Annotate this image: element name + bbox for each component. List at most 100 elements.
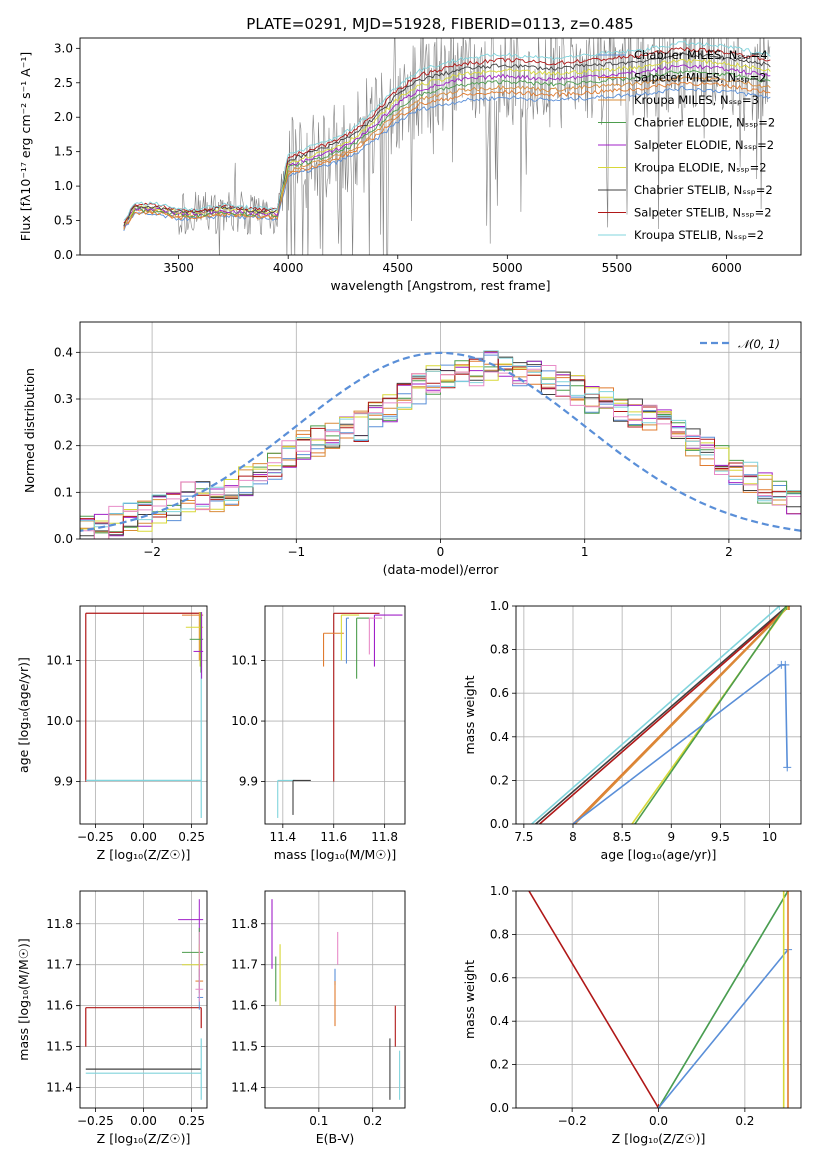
x-axis-label: age [log₁₀(age/yr)]	[601, 847, 717, 862]
data-point-marker	[783, 606, 792, 610]
plot-area	[80, 891, 207, 1108]
axes-frame	[79, 37, 802, 256]
y-tick-label: 11.5	[46, 1040, 73, 1054]
plot-area	[123, 38, 771, 255]
y-tick-label: 11.7	[46, 958, 73, 972]
legend-label: Chabrier ELODIE, Nₛₛₚ=2	[634, 116, 775, 130]
y-axis-label: Normed distribution	[22, 368, 37, 493]
cumulative-weight-line	[535, 606, 788, 824]
plot-area	[516, 891, 801, 1108]
y-tick-label: 0.8	[490, 927, 509, 941]
y-tick-label: 11.8	[46, 917, 73, 931]
y-tick-label: 0.0	[490, 817, 509, 831]
y-tick-label: 11.8	[231, 917, 258, 931]
y-axis-label: mass weight	[462, 675, 477, 754]
x-tick-label: 1	[581, 545, 589, 559]
cumulative-weight-line	[574, 606, 790, 824]
y-tick-label: 11.7	[231, 958, 258, 972]
x-tick-label: 0.25	[178, 830, 205, 844]
legend-label: Salpeter STELIB, Nₛₛₚ=2	[634, 206, 772, 220]
y-tick-label: 0.1	[54, 485, 73, 499]
cumulative-weight-line	[634, 606, 787, 824]
x-tick-label: 2	[725, 545, 733, 559]
model-line	[123, 58, 771, 227]
data-point-marker	[784, 891, 793, 895]
y-tick-label: 10.1	[46, 654, 73, 668]
y-axis-label: mass weight	[462, 960, 477, 1039]
x-tick-label: 5500	[602, 261, 633, 275]
y-tick-label: 0.3	[54, 392, 73, 406]
y-tick-label: 9.9	[54, 775, 73, 789]
x-tick-label: 7.5	[514, 830, 533, 844]
y-tick-label: 0.6	[490, 971, 509, 985]
y-tick-label: 0.4	[490, 1014, 509, 1028]
plot-area	[265, 606, 405, 824]
x-tick-label: 8	[569, 830, 577, 844]
y-tick-label: 9.9	[239, 775, 258, 789]
y-tick-label: 0.8	[490, 643, 509, 657]
mass-vs-metallicity-panel: −0.25 0.00 0.25 11.4 11.5 11.6 11.7 11.8 Z [log₁…	[16, 890, 208, 1146]
x-tick-label: 0	[437, 545, 445, 559]
data-point-marker	[775, 606, 784, 610]
x-tick-label: 0.00	[130, 1114, 157, 1128]
x-tick-label: 0.00	[130, 830, 157, 844]
model-line	[123, 40, 771, 221]
y-tick-label: 11.6	[46, 999, 73, 1013]
cumulative-weight-line	[528, 891, 660, 1108]
data-point-marker	[779, 891, 788, 895]
x-tick-label: 11.4	[269, 830, 296, 844]
axes-frame	[79, 321, 802, 540]
legend-label: Kroupa ELODIE, Nₛₛₚ=2	[634, 161, 767, 175]
data-point-marker	[783, 763, 792, 772]
x-axis-label: E(B-V)	[316, 1131, 355, 1146]
y-tick-label: 10.1	[231, 654, 258, 668]
x-tick-label: 3500	[163, 261, 194, 275]
legend-label: Chabrier MILES, Nₛₛₚ=4	[634, 48, 768, 62]
x-axis-label: mass [log₁₀(M/M☉)]	[274, 847, 396, 862]
cumulative-weight-line	[657, 891, 789, 1108]
x-tick-label: 10	[762, 830, 777, 844]
axes-frame	[79, 605, 208, 825]
x-tick-label: 9	[667, 830, 675, 844]
model-line	[123, 46, 771, 224]
axes-frame	[264, 605, 406, 825]
histogram-step-line	[80, 365, 801, 539]
x-tick-label: 0.1	[309, 1114, 328, 1128]
data-point-marker	[654, 1104, 663, 1108]
y-tick-label: 0.4	[54, 345, 73, 359]
y-tick-label: 0.2	[490, 773, 509, 787]
x-tick-label: 8.5	[613, 830, 632, 844]
gaussian-curve	[80, 351, 801, 532]
data-point-marker	[784, 606, 793, 610]
x-tick-label: −1	[287, 545, 305, 559]
legend-label: Salpeter MILES, Nₛₛₚ=2	[634, 71, 767, 85]
x-tick-label: 11.6	[320, 830, 347, 844]
mass-weight-vs-metallicity-panel: −0.2 0.0 0.2 0.0 0.2 0.4 0.6 0.8 1.0 Z [log₁₀(Z/Z…	[462, 884, 802, 1146]
axes-frame	[515, 890, 802, 1109]
x-tick-label: −2	[143, 545, 161, 559]
x-axis-label: wavelength [Angstrom, rest frame]	[330, 278, 550, 293]
y-tick-label: 0.2	[490, 1058, 509, 1072]
legend-label: Kroupa MILES, Nₛₛₚ=3	[634, 93, 759, 107]
y-tick-label: 3.0	[54, 41, 73, 55]
y-tick-label: 10.0	[46, 714, 73, 728]
y-tick-label: 0.0	[54, 532, 73, 546]
plot-area	[265, 891, 405, 1108]
plot-area	[80, 322, 801, 539]
y-axis-label: Flux [fλ10⁻¹⁷ erg cm⁻² s⁻¹ A⁻¹]	[18, 52, 33, 241]
y-tick-label: 11.6	[231, 999, 258, 1013]
legend-label: Kroupa STELIB, Nₛₛₚ=2	[634, 228, 764, 242]
y-tick-label: 0.4	[490, 730, 509, 744]
mass-vs-ebv-panel: 0.1 0.2 11.4 11.5 11.6 11.7 11.8 E(B-V)	[231, 890, 406, 1146]
figure-title: PLATE=0291, MJD=51928, FIBERID=0113, z=0…	[246, 15, 633, 33]
data-point-marker	[781, 660, 790, 669]
histogram-step-line	[80, 356, 801, 537]
x-axis-label: Z [log₁₀(Z/Z☉)]	[612, 1131, 706, 1146]
y-tick-label: 0.5	[54, 214, 73, 228]
x-tick-label: 4500	[382, 261, 413, 275]
age-vs-metallicity-panel: −0.25 0.00 0.25 9.9 10.0 10.1 Z [log₁₀(Z/Z☉)] a…	[16, 605, 208, 862]
y-tick-label: 1.0	[490, 599, 509, 613]
x-tick-label: −0.25	[77, 1114, 114, 1128]
y-tick-label: 1.0	[54, 179, 73, 193]
